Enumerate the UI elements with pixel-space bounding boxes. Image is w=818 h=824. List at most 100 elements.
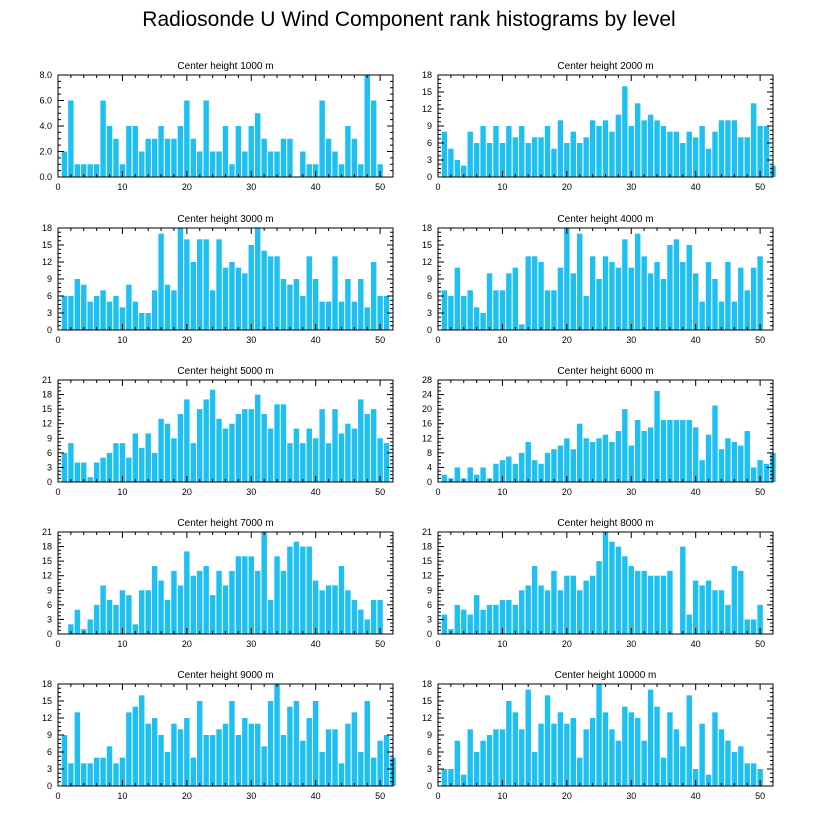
histogram-bar bbox=[132, 126, 139, 177]
histogram-bar bbox=[583, 296, 589, 330]
histogram-bar bbox=[680, 143, 686, 177]
histogram-bar bbox=[467, 131, 473, 177]
y-tick-label: 12 bbox=[422, 104, 432, 114]
y-tick-label: 0 bbox=[47, 325, 52, 335]
histogram-bar bbox=[615, 267, 622, 330]
histogram-bar bbox=[306, 164, 312, 177]
histogram-bar bbox=[293, 541, 300, 634]
x-tick-label: 50 bbox=[375, 791, 385, 801]
histogram-bar bbox=[300, 296, 306, 330]
histogram-bar bbox=[177, 729, 184, 786]
y-tick-label: 15 bbox=[422, 87, 432, 97]
histogram-bar bbox=[757, 769, 763, 786]
y-tick-label: 3 bbox=[427, 764, 432, 774]
histogram-bar bbox=[512, 267, 519, 330]
histogram-bar bbox=[602, 434, 609, 482]
histogram-bar bbox=[139, 151, 145, 177]
y-tick-label: 12 bbox=[42, 571, 52, 581]
histogram-bar bbox=[499, 600, 506, 634]
histogram-bar bbox=[300, 546, 306, 634]
y-tick-label: 15 bbox=[422, 556, 432, 566]
histogram-bar bbox=[184, 399, 190, 482]
histogram-bar bbox=[596, 684, 602, 786]
histogram-bar bbox=[325, 443, 332, 482]
histogram-bar bbox=[725, 604, 731, 634]
histogram-bar bbox=[177, 228, 184, 330]
histogram-bar bbox=[306, 256, 312, 330]
y-tick-label: 4.0 bbox=[39, 121, 52, 131]
x-tick-label: 50 bbox=[755, 182, 765, 192]
histogram-bar bbox=[280, 279, 287, 330]
histogram-panel-9: Center height 9000 m 0 10 20 30 40 50 0 3 6 9 12 15 1… bbox=[42, 670, 396, 801]
histogram-bar bbox=[686, 420, 692, 482]
histogram-bar bbox=[151, 566, 158, 634]
histogram-bar bbox=[306, 546, 312, 634]
histogram-bar bbox=[744, 290, 750, 330]
y-tick-label: 3 bbox=[427, 614, 432, 624]
histogram-bar bbox=[126, 457, 132, 482]
histogram-bar bbox=[332, 729, 338, 786]
panel-title: Center height 9000 m bbox=[177, 670, 273, 681]
y-tick-label: 9 bbox=[427, 730, 432, 740]
histogram-bar bbox=[654, 575, 660, 634]
y-tick-label: 18 bbox=[42, 223, 52, 233]
histogram-bar bbox=[473, 752, 480, 786]
histogram-bar bbox=[525, 689, 531, 786]
y-tick-label: 18 bbox=[422, 679, 432, 689]
histogram-bar bbox=[744, 619, 750, 634]
histogram-bar bbox=[74, 164, 81, 177]
histogram-bar bbox=[370, 262, 377, 330]
histogram-bar bbox=[738, 445, 744, 482]
histogram-bar bbox=[628, 445, 634, 482]
panel-title: Center height 4000 m bbox=[557, 214, 653, 225]
histogram-bar bbox=[190, 262, 196, 330]
histogram-bar bbox=[261, 532, 267, 634]
histogram-bar bbox=[718, 301, 725, 330]
histogram-bar bbox=[171, 290, 177, 330]
histogram-bar bbox=[686, 131, 692, 177]
x-tick-label: 10 bbox=[497, 182, 507, 192]
histogram-bar bbox=[106, 126, 113, 177]
histogram-bar bbox=[699, 585, 705, 634]
x-tick-label: 10 bbox=[497, 791, 507, 801]
histogram-bar bbox=[731, 566, 738, 634]
histogram-bar bbox=[325, 301, 332, 330]
histogram-bar bbox=[506, 126, 512, 177]
histogram-bar bbox=[203, 399, 209, 482]
histogram-bar bbox=[602, 120, 609, 177]
histogram-bar bbox=[589, 441, 596, 482]
histogram-bar bbox=[177, 126, 184, 177]
histogram-bar bbox=[493, 290, 499, 330]
histogram-bar bbox=[377, 740, 383, 786]
histogram-bar bbox=[448, 148, 454, 177]
histogram-bar bbox=[544, 126, 551, 177]
x-tick-label: 30 bbox=[246, 335, 256, 345]
y-tick-label: 0 bbox=[47, 629, 52, 639]
histogram-bar bbox=[699, 723, 705, 786]
histogram-bar bbox=[461, 774, 467, 786]
y-tick-label: 2.0 bbox=[39, 147, 52, 157]
histogram-bar bbox=[738, 570, 744, 634]
histogram-bar bbox=[300, 151, 306, 177]
histogram-bar bbox=[480, 609, 486, 634]
histogram-bar bbox=[113, 604, 119, 634]
histogram-bar bbox=[557, 267, 564, 330]
histogram-bar bbox=[274, 556, 280, 634]
histogram-bar bbox=[68, 763, 74, 786]
histogram-bar bbox=[242, 718, 248, 786]
histogram-bar bbox=[203, 100, 209, 177]
histogram-bar bbox=[699, 126, 705, 177]
histogram-bar bbox=[551, 570, 557, 634]
y-tick-label: 0.0 bbox=[39, 172, 52, 182]
histogram-bar bbox=[738, 746, 744, 786]
histogram-bar bbox=[248, 409, 254, 482]
histogram-bar bbox=[544, 590, 551, 634]
histogram-bar bbox=[647, 114, 654, 177]
histogram-bar bbox=[312, 701, 319, 786]
histogram-bar bbox=[763, 463, 770, 482]
histogram-bar bbox=[628, 126, 634, 177]
histogram-bar bbox=[126, 595, 132, 634]
histogram-bar bbox=[602, 256, 609, 330]
histogram-bar bbox=[235, 556, 242, 634]
histogram-bar bbox=[686, 245, 692, 330]
